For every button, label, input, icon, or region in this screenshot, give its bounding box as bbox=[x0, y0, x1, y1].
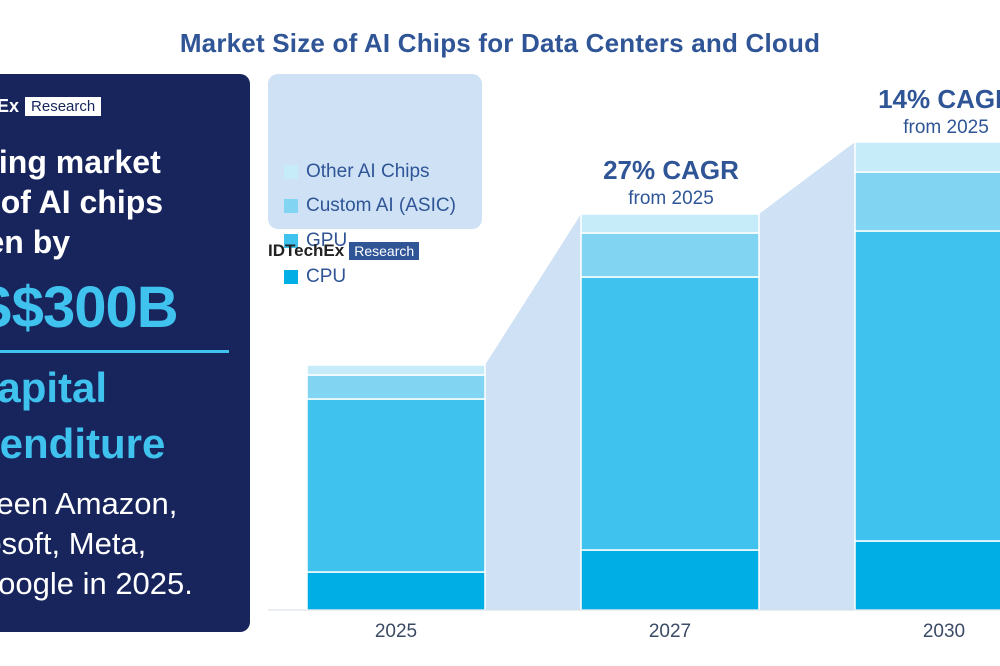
legend-item-other: Other AI Chips bbox=[284, 161, 430, 183]
growth-connector-2027-2030 bbox=[759, 142, 855, 610]
panel-big-figure: S$300B bbox=[0, 275, 179, 340]
legend-swatch-gpu bbox=[284, 234, 298, 248]
bar-2025-other bbox=[306, 364, 486, 376]
chart-title: Market Size of AI Chips for Data Centers… bbox=[179, 28, 821, 58]
bar-2030-asic bbox=[854, 171, 1000, 232]
bar-2027-asic bbox=[580, 232, 760, 278]
x-tick-labels: 2025 2027 2030 bbox=[375, 621, 965, 642]
bar-2030-cpu bbox=[854, 540, 1000, 611]
bar-2025-cpu bbox=[306, 571, 486, 611]
panel-line-1: wing market bbox=[0, 144, 161, 180]
panel-capex-1: capital bbox=[0, 364, 108, 411]
legend-item-gpu: GPU bbox=[284, 230, 347, 252]
panel-line-2: e of AI chips bbox=[0, 184, 164, 220]
growth-connector-2025-2027 bbox=[485, 214, 581, 610]
bar-2025-asic bbox=[306, 374, 486, 400]
bar-2027-cpu bbox=[580, 549, 760, 611]
bar-2027-gpu bbox=[580, 276, 760, 551]
panel-divider bbox=[0, 350, 229, 353]
panel-tail-1: ween Amazon, bbox=[0, 486, 178, 521]
x-tick-2030: 2030 bbox=[923, 621, 965, 642]
cagr-annotation-2027: 27% CAGR from 2025 bbox=[603, 155, 739, 209]
idtechex-logo: IDTechEx Research bbox=[268, 241, 420, 261]
bar-stacks bbox=[306, 141, 1000, 611]
chart-legend: Other AI Chips Custom AI (ASIC) GPU CPU bbox=[268, 74, 482, 287]
panel-line-3: ren by bbox=[0, 224, 71, 260]
legend-item-asic: Custom AI (ASIC) bbox=[284, 195, 456, 217]
x-tick-2025: 2025 bbox=[375, 621, 417, 642]
legend-swatch-cpu bbox=[284, 270, 298, 284]
legend-swatch-other bbox=[284, 165, 298, 179]
panel-tail-3: Google in 2025. bbox=[0, 566, 193, 601]
legend-swatch-asic bbox=[284, 199, 298, 213]
bar-2030-other bbox=[854, 141, 1000, 173]
panel-capex-2: penditure bbox=[0, 420, 166, 467]
x-tick-2027: 2027 bbox=[649, 621, 691, 642]
bar-2025-gpu bbox=[306, 398, 486, 573]
growth-connectors bbox=[485, 142, 855, 610]
legend-item-cpu: CPU bbox=[284, 266, 346, 288]
bar-2030-gpu bbox=[854, 230, 1000, 542]
panel-tail-2: rosoft, Meta, bbox=[0, 526, 147, 561]
cagr-annotation-2030: 14% CAGR from 2025 bbox=[878, 84, 1000, 138]
bar-2027-other bbox=[580, 213, 760, 234]
